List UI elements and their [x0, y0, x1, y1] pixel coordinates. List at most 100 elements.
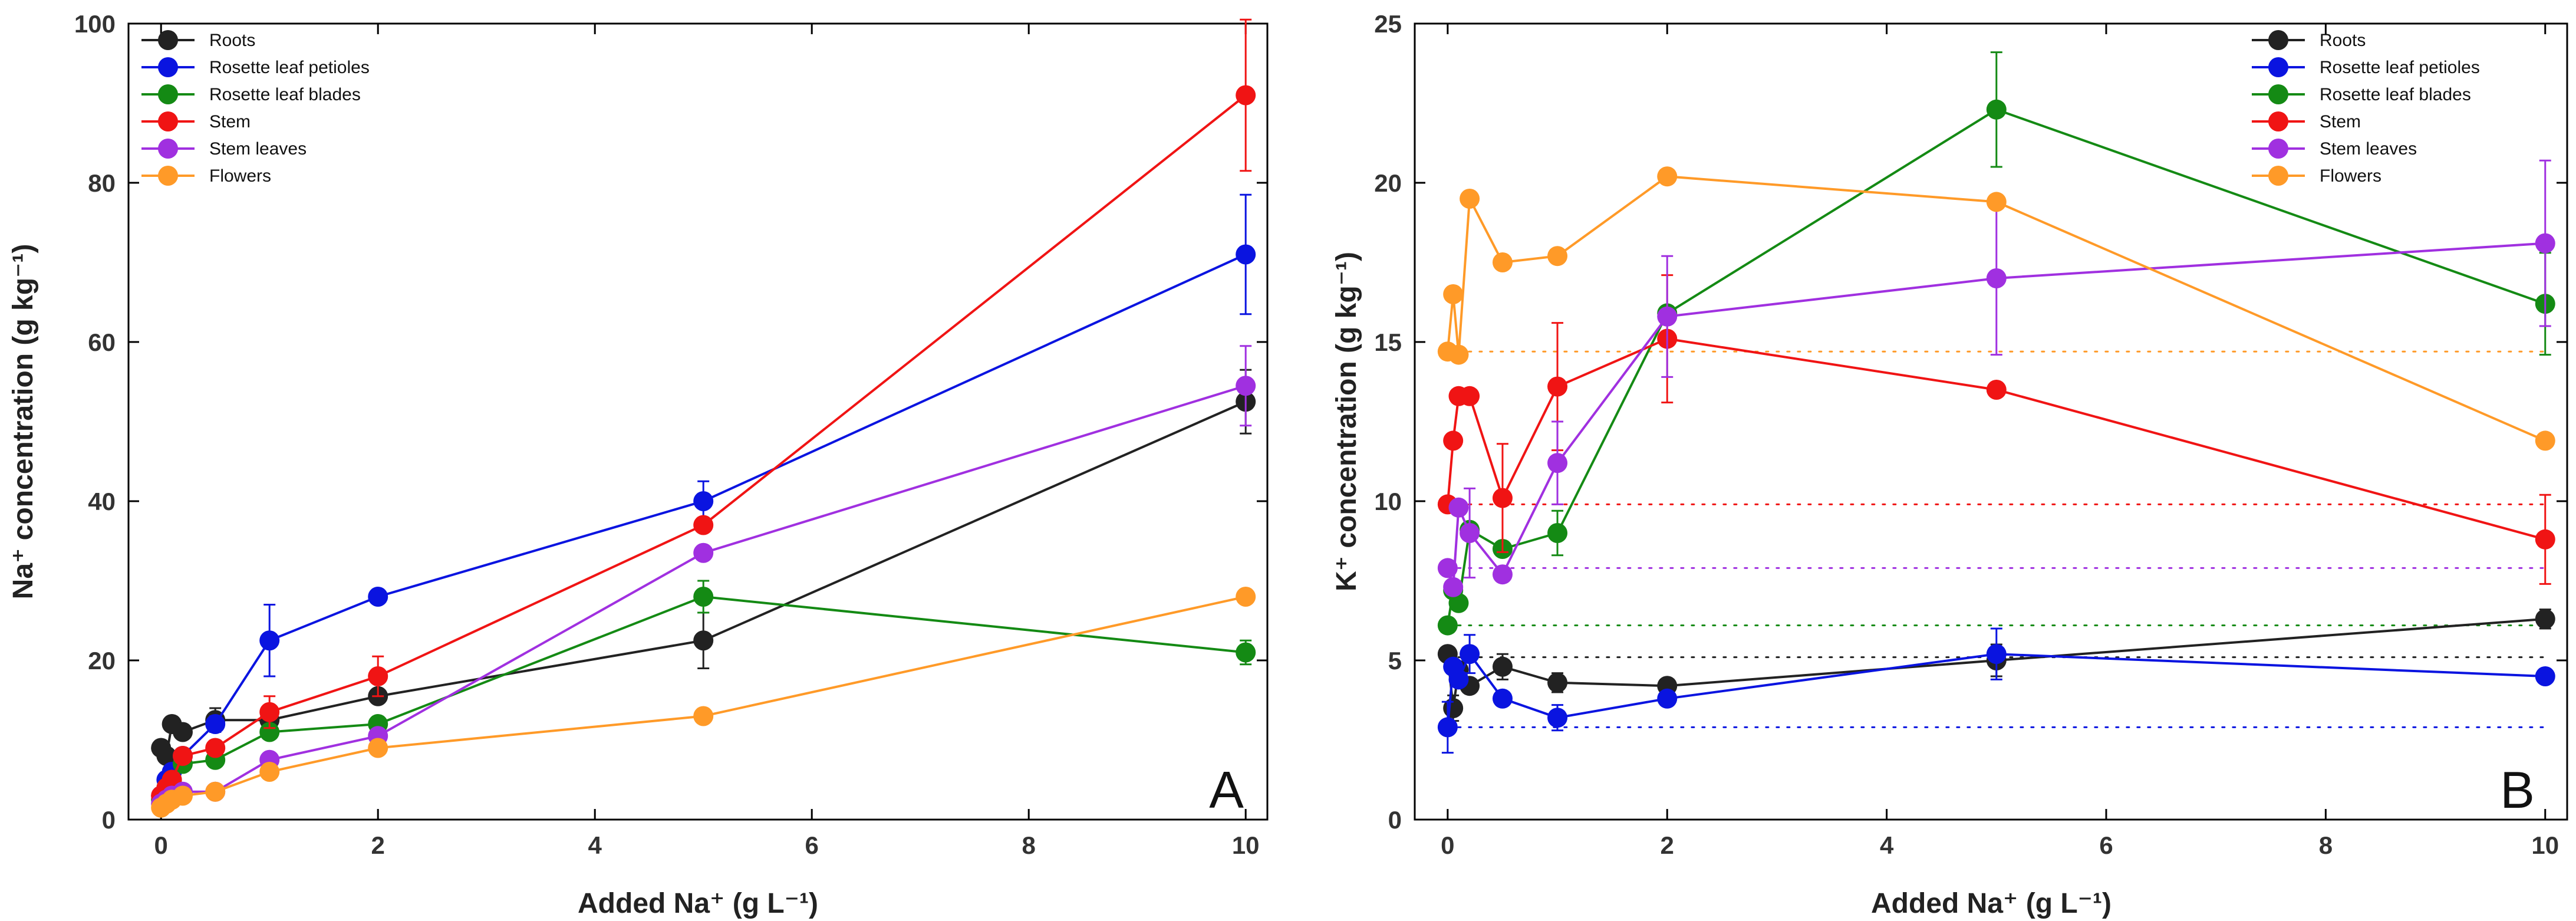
- panel-b-y-tick-label: 15: [1374, 328, 1402, 356]
- panel-b-plot-frame: [1414, 22, 2568, 821]
- legend-label: Rosette leaf petioles: [2320, 58, 2480, 77]
- panel-b-point-flowers: [1986, 192, 2007, 212]
- legend-label: Flowers: [2320, 166, 2381, 186]
- legend-label: Roots: [209, 31, 255, 50]
- legend-marker: [2268, 57, 2288, 77]
- panel-b-series-rosette-leaf-petioles: [1437, 627, 2555, 754]
- panel-b-point-stem-leaves: [1492, 564, 1513, 585]
- panel-a-point-flowers: [1236, 587, 1256, 607]
- legend-label: Rosette leaf blades: [2320, 85, 2471, 104]
- panel-a-point-flowers: [693, 706, 714, 726]
- panel-a-series-flowers: [151, 587, 1256, 818]
- panel-a-y-tick-label: 20: [88, 647, 116, 675]
- panel-a-point-rosette-leaf-petioles: [693, 491, 714, 511]
- panel-b-point-rosette-leaf-blades: [1547, 523, 1568, 543]
- legend-item-roots: Roots: [141, 30, 255, 50]
- panel-b-point-stem-leaves: [1460, 523, 1480, 543]
- panel-a-point-stem: [368, 666, 388, 686]
- panel-a-plot-frame: [127, 22, 1269, 821]
- panel-b-point-stem: [2535, 529, 2555, 550]
- panel-b-point-stem-leaves: [1448, 497, 1469, 518]
- panel-a-x-tick-label: 2: [371, 831, 385, 859]
- panel-b-x-axis: 0 2 4 6 8 10: [1441, 24, 2559, 859]
- panel-a-x-tick-label: 8: [1022, 831, 1036, 859]
- legend-label: Stem leaves: [2320, 139, 2417, 159]
- legend-label: Stem leaves: [209, 139, 307, 159]
- panel-a-series-stem: [151, 18, 1256, 806]
- panel-b-point-rosette-leaf-blades: [1437, 615, 1458, 636]
- panel-a-y-tick-label: 60: [88, 328, 116, 356]
- panel-b-point-flowers: [1492, 252, 1513, 272]
- panel-b-y-tick-label: 25: [1374, 10, 1402, 38]
- panel-b-legend: Roots Rosette leaf petioles Rosette leaf b…: [2252, 30, 2480, 186]
- panel-b-point-stem: [1460, 386, 1480, 406]
- panel-b-point-stem-leaves: [2535, 233, 2555, 254]
- panel-a-y-axis: 0 20 40 60 80 100: [74, 10, 1267, 834]
- legend-marker: [158, 30, 178, 50]
- panel-a-point-rosette-leaf-petioles: [259, 630, 280, 651]
- panel-a-point-rosette-leaf-blades: [259, 722, 280, 742]
- panel-b-point-rosette-leaf-petioles: [1460, 644, 1480, 665]
- panel-b-point-stem: [1443, 430, 1464, 451]
- panel-a-point-flowers: [259, 762, 280, 782]
- panel-a-point-stem: [173, 746, 193, 766]
- panel-b-point-rosette-leaf-blades: [1986, 99, 2007, 120]
- panel-b-point-flowers: [1657, 166, 1678, 187]
- panel-b-point-stem-leaves: [1547, 453, 1568, 473]
- panel-b-x-tick-label: 0: [1441, 831, 1454, 859]
- panel-b-y-tick-label: 20: [1374, 169, 1402, 197]
- panel-b-series-stem-leaves: [1437, 159, 2555, 597]
- panel-b-x-tick-label: 10: [2531, 831, 2559, 859]
- legend-marker: [2268, 84, 2288, 104]
- panel-b-y-tick-label: 5: [1388, 647, 1402, 675]
- panel-b-point-stem: [1547, 376, 1568, 397]
- panel-a-line-roots: [160, 400, 1247, 759]
- panel-b-y-tick-label: 0: [1388, 806, 1402, 834]
- panel-a-x-tick-label: 10: [1232, 831, 1260, 859]
- panel-a-x-tick-label: 6: [805, 831, 819, 859]
- panel-a-point-stem: [1236, 85, 1256, 106]
- panel-a-point-rosette-leaf-petioles: [1236, 244, 1256, 265]
- panel-a-y-tick-label: 0: [102, 806, 116, 834]
- panel-b-point-flowers: [1460, 189, 1480, 209]
- panel-b-x-tick-label: 2: [1661, 831, 1674, 859]
- panel-b-point-rosette-leaf-petioles: [1547, 708, 1568, 728]
- panel-b-y-axis: 0 5 10 15 20 25: [1374, 10, 2567, 834]
- panel-a-line-stem: [160, 94, 1247, 797]
- legend-label: Roots: [2320, 31, 2366, 50]
- legend-label: Rosette leaf petioles: [209, 58, 370, 77]
- panel-b-point-rosette-leaf-petioles: [1657, 688, 1678, 709]
- panel-b-y-tick-label: 10: [1374, 488, 1402, 515]
- legend-label: Rosette leaf blades: [209, 85, 361, 104]
- panel-b-point-stem: [1492, 488, 1513, 508]
- legend-marker: [2268, 30, 2288, 50]
- panel-a-point-rosette-leaf-petioles: [368, 587, 388, 607]
- panel-b-point-rosette-leaf-petioles: [1986, 644, 2007, 665]
- panel-b-k-concentration-chart: 0 2 4 6 8 10 0 5 10 15 20 25 Added Na⁺ (g L⁻¹) K⁺ con…: [1331, 10, 2568, 919]
- legend-label: Stem: [209, 112, 251, 131]
- panel-b-point-flowers: [2535, 430, 2555, 451]
- legend-marker: [2268, 111, 2288, 131]
- legend-item-stem: Stem: [141, 111, 251, 131]
- panel-a-point-stem: [259, 702, 280, 722]
- panel-b-series-flowers: [1437, 166, 2555, 451]
- panel-b-x-axis-label: Added Na⁺ (g L⁻¹): [1871, 888, 2111, 919]
- legend-item-rosette-leaf-petioles: Rosette leaf petioles: [2252, 57, 2480, 77]
- legend-item-stem-leaves: Stem leaves: [2252, 139, 2417, 159]
- panel-a-point-roots: [156, 746, 177, 766]
- panel-a-point-rosette-leaf-petioles: [205, 714, 226, 734]
- legend-marker: [158, 57, 178, 77]
- panel-b-point-stem-leaves: [1437, 558, 1458, 578]
- panel-a-point-rosette-leaf-blades: [693, 587, 714, 607]
- panel-a-x-tick-label: 4: [588, 831, 602, 859]
- panel-a-y-tick-label: 40: [88, 488, 116, 515]
- panel-b-x-tick-label: 6: [2099, 831, 2113, 859]
- panel-a-panel-letter: A: [1209, 761, 1244, 819]
- panel-a-point-stem-leaves: [1236, 376, 1256, 396]
- legend-item-flowers: Flowers: [141, 166, 271, 186]
- panel-b-point-roots: [1492, 656, 1513, 677]
- panel-a-point-roots: [693, 630, 714, 651]
- panel-b-x-tick-label: 8: [2319, 831, 2333, 859]
- legend-item-stem-leaves: Stem leaves: [141, 139, 307, 159]
